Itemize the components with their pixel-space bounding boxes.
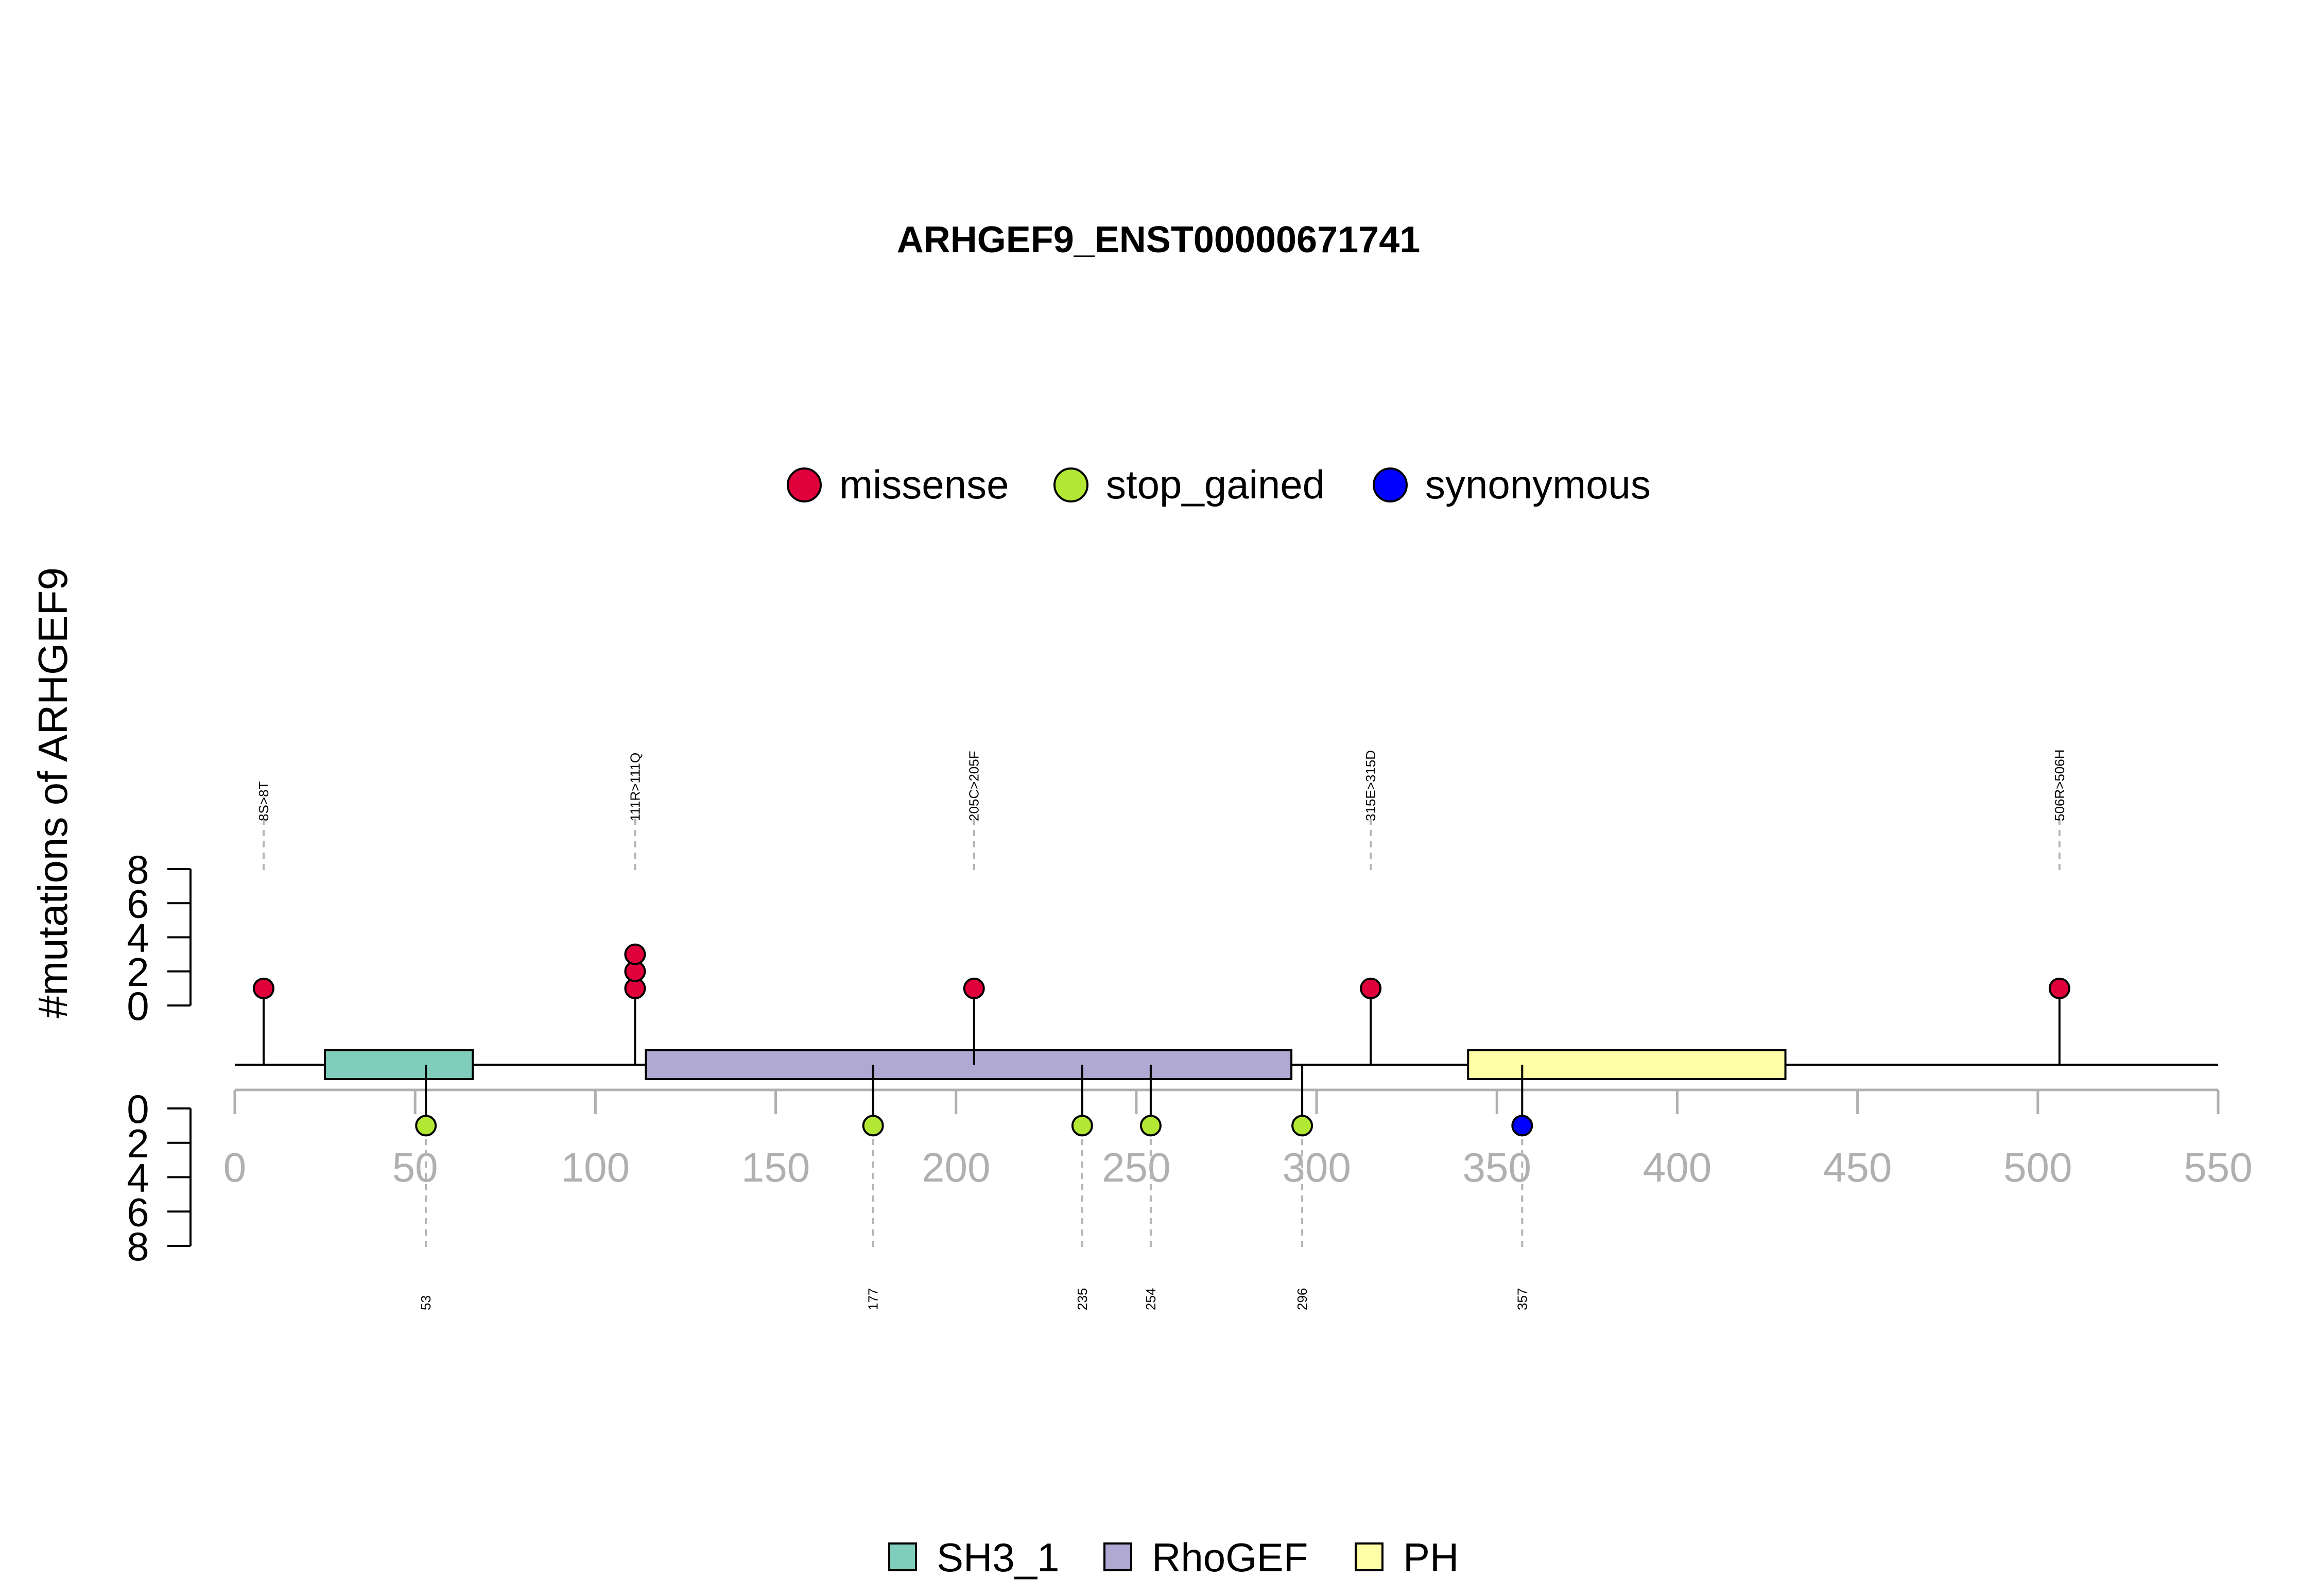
legend-swatch-RhoGEF <box>1103 1542 1132 1571</box>
chart-title: ARHGEF9_ENST00000671741 <box>897 219 1421 261</box>
lollipop-head-missense <box>1360 977 1382 999</box>
legend-label-stop_gained: stop_gained <box>1106 462 1325 507</box>
x-tick-label: 400 <box>1643 1144 1711 1190</box>
x-tick-label: 300 <box>1282 1144 1351 1190</box>
x-tick-label: 200 <box>922 1144 990 1190</box>
domain-boxes <box>324 1049 1787 1080</box>
legend-marker-stop_gained <box>1053 467 1088 502</box>
legend-label-PH: PH <box>1403 1535 1459 1580</box>
legend-marker-synonymous <box>1373 467 1408 502</box>
x-tick-label: 450 <box>1823 1144 1892 1190</box>
y-tick-label: 4 <box>127 915 149 961</box>
legend-swatch-PH <box>1355 1542 1384 1571</box>
x-tick-label: 100 <box>561 1144 630 1190</box>
y-tick-label: 0 <box>127 1086 149 1132</box>
x-axis: 0 50 100 150 200 250 300 350 400 450 500 550 <box>223 1088 2253 1190</box>
lollipop-head-stop_gained <box>862 1115 884 1137</box>
x-tick-label: 150 <box>741 1144 810 1190</box>
x-tick-label: 350 <box>1463 1144 1531 1190</box>
lollipop-head-synonymous <box>1511 1115 1533 1137</box>
lollipop-head-missense <box>624 943 646 965</box>
mutation-label: 296 <box>1294 1288 1310 1310</box>
y-tick-label: 6 <box>127 1189 149 1235</box>
domain-RhoGEF <box>645 1049 1293 1080</box>
x-tick-label: 0 <box>223 1144 247 1190</box>
y-axis-label: #mutations of ARHGEF9 <box>30 567 76 1018</box>
mutation-legend: missense stop_gained synonymous <box>787 462 1651 507</box>
mutation-label: 254 <box>1143 1288 1158 1310</box>
mutation-label: 506R>506H <box>2052 750 2067 822</box>
y-tick-label: 2 <box>127 1121 149 1166</box>
legend-label-missense: missense <box>839 462 1009 507</box>
y-tick-label: 2 <box>127 949 149 995</box>
mutation-label: 111R>111Q <box>627 753 643 821</box>
domain-PH <box>1467 1049 1787 1080</box>
x-tick-label: 50 <box>392 1144 438 1190</box>
mutation-label: 357 <box>1514 1288 1530 1310</box>
lollipop-head-missense <box>2048 977 2070 999</box>
domain-legend: SH3_1 RhoGEF PH <box>888 1535 1459 1580</box>
lollipop-head-stop_gained <box>1139 1115 1162 1137</box>
lollipop-head-missense <box>963 977 985 999</box>
x-tick-label: 250 <box>1102 1144 1170 1190</box>
mutation-label: 205C>205F <box>966 751 982 821</box>
lollipop-head-stop_gained <box>415 1115 437 1137</box>
y-tick-label: 8 <box>127 847 149 892</box>
lollipops-top: 8S>8T 111R>111Q 205C>205F 315E>315D 506R>506… <box>253 750 2070 1065</box>
y-tick-label: 6 <box>127 881 149 926</box>
mutation-label: 235 <box>1075 1288 1090 1310</box>
mutation-label: 8S>8T <box>256 782 271 821</box>
y-tick-label: 0 <box>127 983 149 1029</box>
legend-swatch-SH3_1 <box>888 1542 917 1571</box>
y-tick-label: 4 <box>127 1155 149 1201</box>
legend-label-SH3_1: SH3_1 <box>937 1535 1060 1580</box>
legend-label-synonymous: synonymous <box>1425 462 1651 507</box>
mutation-label: 177 <box>866 1288 881 1310</box>
lollipops-bottom: 53 177 235 254 296 357 <box>415 1065 1533 1310</box>
lollipop-head-stop_gained <box>1071 1115 1093 1137</box>
y-tick-label: 8 <box>127 1224 149 1269</box>
legend-marker-missense <box>787 467 822 502</box>
mutation-label: 315E>315D <box>1363 750 1378 821</box>
mutation-label: 53 <box>418 1295 434 1310</box>
legend-label-RhoGEF: RhoGEF <box>1152 1535 1308 1580</box>
domain-SH3_1 <box>324 1049 474 1080</box>
x-tick-label: 500 <box>2003 1144 2072 1190</box>
x-tick-label: 550 <box>2184 1144 2252 1190</box>
lollipop-head-stop_gained <box>1291 1115 1313 1137</box>
lollipop-head-missense <box>253 977 275 999</box>
